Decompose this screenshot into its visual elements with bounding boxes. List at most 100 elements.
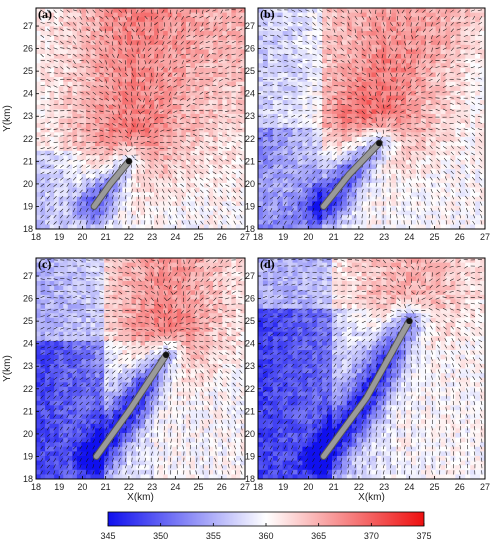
field-cell: [346, 178, 353, 184]
field-cell: [361, 100, 368, 106]
field-cell: [267, 155, 274, 161]
field-cell: [135, 192, 142, 198]
field-cell: [272, 159, 279, 166]
wind-vector: [168, 47, 171, 52]
field-cell: [199, 196, 205, 202]
field-cell: [226, 155, 232, 161]
field-cell: [302, 224, 308, 229]
field-cell: [199, 159, 205, 166]
field-cell: [95, 44, 101, 51]
field-cell: [226, 196, 232, 202]
field-cell: [262, 159, 269, 166]
wind-vector: [205, 41, 210, 44]
wind-vector: [211, 84, 217, 86]
field-cell: [145, 12, 151, 18]
field-cell: [85, 196, 92, 202]
field-cell: [117, 196, 123, 202]
field-cell: [226, 113, 232, 120]
field-cell: [312, 201, 318, 207]
field-cell: [272, 123, 279, 129]
field-cell: [420, 31, 427, 37]
field-cell: [258, 123, 264, 129]
wind-vector: [79, 66, 84, 68]
field-cell: [58, 159, 64, 166]
field-cell: [167, 113, 173, 120]
field-cell: [240, 35, 245, 41]
field-cell: [302, 173, 308, 179]
field-cell: [312, 40, 318, 46]
field-cell: [63, 196, 69, 202]
field-cell: [126, 49, 133, 55]
wind-vector: [238, 77, 243, 80]
field-cell: [226, 210, 232, 216]
field-cell: [58, 86, 64, 92]
field-cell: [277, 90, 284, 97]
field-cell: [140, 67, 146, 74]
wind-vector: [105, 214, 108, 219]
field-cell: [235, 104, 242, 110]
wind-vector: [66, 28, 71, 31]
field-cell: [277, 201, 284, 207]
field-cell: [351, 26, 358, 32]
field-cell: [217, 123, 223, 129]
y-tick-label: 25: [23, 66, 33, 76]
wind-vector: [169, 60, 171, 65]
field-cell: [67, 127, 73, 133]
field-cell: [226, 100, 232, 106]
field-cell: [85, 77, 92, 83]
wind-vector: [205, 72, 210, 75]
field-cell: [163, 187, 169, 193]
field-cell: [176, 215, 182, 221]
field-cell: [149, 54, 155, 60]
field-cell: [346, 219, 353, 225]
wind-vector: [46, 85, 52, 88]
field-cell: [346, 100, 353, 106]
field-cell: [262, 81, 269, 87]
field-cell: [267, 109, 274, 115]
wind-vector: [79, 214, 83, 219]
field-cell: [113, 54, 119, 60]
field-cell: [81, 196, 87, 202]
field-cell: [307, 113, 313, 120]
field-cell: [176, 95, 182, 101]
field-cell: [190, 123, 196, 129]
field-cell: [277, 44, 284, 51]
field-cell: [235, 182, 242, 189]
field-cell: [163, 21, 169, 28]
field-cell: [195, 146, 201, 152]
field-cell: [76, 173, 83, 179]
field-cell: [312, 182, 318, 189]
field-cell: [346, 77, 353, 83]
field-cell: [126, 86, 133, 92]
wind-vector: [181, 176, 184, 181]
wind-vector: [206, 189, 210, 194]
field-cell: [190, 187, 196, 193]
field-cell: [58, 100, 64, 106]
field-cell: [410, 141, 417, 147]
field-cell: [40, 201, 46, 207]
field-cell: [185, 49, 192, 55]
field-cell: [63, 141, 69, 147]
field-cell: [282, 63, 289, 69]
field-cell: [222, 182, 228, 189]
field-cell: [199, 86, 205, 92]
field-cell: [351, 132, 358, 138]
y-tick-label: 18: [23, 224, 33, 234]
wind-vector: [46, 177, 51, 181]
field-cell: [122, 182, 128, 189]
field-cell: [190, 8, 196, 14]
field-cell: [235, 164, 242, 170]
field-cell: [312, 123, 318, 129]
field-cell: [322, 90, 328, 97]
field-cell: [376, 210, 382, 216]
wind-vector: [47, 104, 52, 107]
field-cell: [297, 113, 304, 120]
field-cell: [282, 58, 289, 64]
field-cell: [63, 118, 69, 124]
wind-vector: [231, 41, 236, 44]
wind-vector: [53, 146, 58, 149]
field-cell: [332, 54, 338, 60]
wind-vector: [86, 177, 90, 181]
field-cell: [58, 169, 64, 175]
wind-vector: [85, 22, 89, 27]
